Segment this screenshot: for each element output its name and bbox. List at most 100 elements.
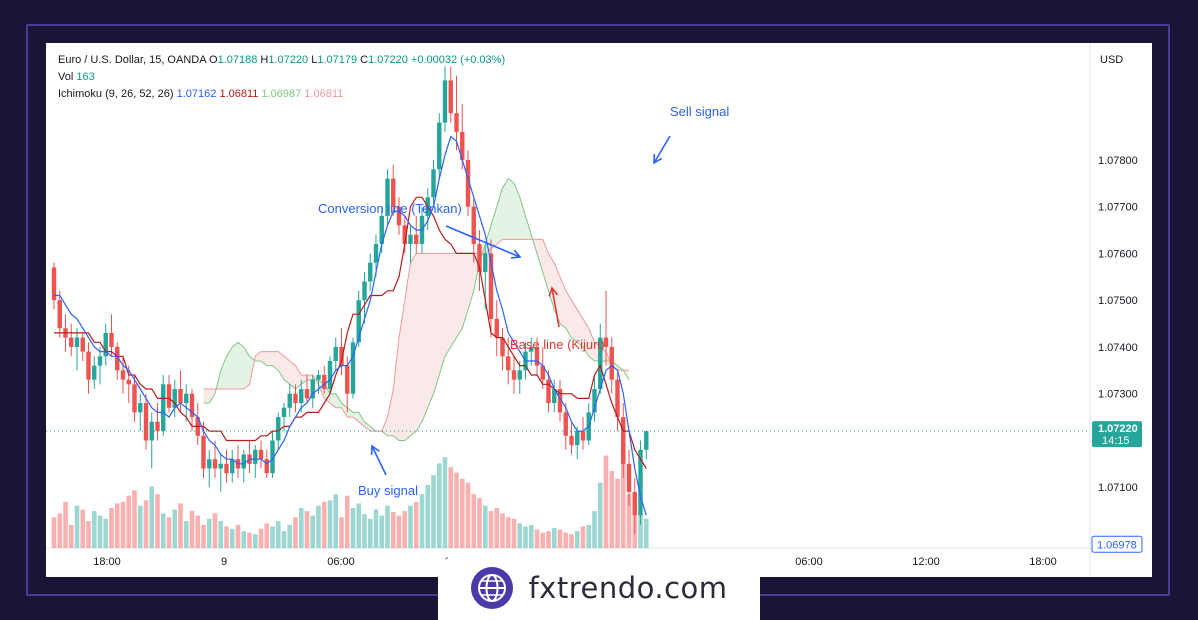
- candle-body: [391, 178, 396, 207]
- annotation-arrow: [653, 135, 671, 164]
- annotation-label: Buy signal: [358, 483, 418, 498]
- volume-bar: [321, 501, 327, 548]
- cloud-segment: [226, 346, 233, 390]
- volume-bar: [494, 508, 500, 548]
- volume-bar: [454, 472, 459, 548]
- cloud-segment: [266, 351, 273, 366]
- volume-bar: [344, 495, 350, 548]
- candle-body: [264, 459, 269, 474]
- candle-body: [488, 253, 494, 319]
- volume-bar: [57, 513, 63, 548]
- volume-bar: [143, 500, 149, 548]
- volume-bar: [603, 455, 609, 548]
- candle-body: [431, 169, 436, 198]
- cloud-segment: [399, 300, 405, 441]
- volume-bar: [51, 517, 57, 548]
- cloud-segment: [588, 328, 595, 361]
- cloud-segment: [571, 300, 578, 343]
- candle-body: [51, 267, 57, 301]
- cloud-segment: [220, 356, 227, 390]
- close-label: C: [360, 54, 369, 66]
- candle-body: [166, 384, 172, 408]
- volume-bar: [442, 457, 448, 548]
- tenkan-line: [54, 135, 647, 516]
- globe-icon: [471, 567, 514, 609]
- annotation-label: Sell signal: [670, 104, 729, 119]
- cloud-segment: [422, 253, 428, 422]
- candle-body: [385, 178, 390, 217]
- volume-bar: [97, 515, 103, 548]
- y-tick-label: 1.07800: [1098, 155, 1138, 167]
- volume-bar: [149, 486, 155, 548]
- volume-bar: [465, 482, 471, 548]
- volume-bar: [229, 528, 235, 548]
- candle-body: [230, 459, 235, 474]
- candle-body: [569, 435, 574, 446]
- volume-bar: [390, 511, 396, 548]
- cloud-segment: [537, 239, 543, 273]
- cloud-segment: [583, 318, 589, 357]
- candle-body: [575, 431, 580, 446]
- volume-bar: [425, 484, 431, 548]
- cloud-segment: [238, 342, 244, 390]
- volume-bar: [523, 526, 528, 548]
- brand-badge: fxtrendo.com: [438, 556, 760, 620]
- annotation-arrowhead: [653, 153, 663, 165]
- brand-name: fxtrendo.com: [528, 571, 728, 605]
- y-tick-label: 1.07600: [1098, 248, 1138, 260]
- kijun-line: [54, 196, 647, 469]
- candle-body: [362, 281, 367, 301]
- cloud-segment: [439, 253, 445, 375]
- cloud-segment: [577, 309, 583, 347]
- volume-bar: [126, 495, 132, 548]
- candle-body: [132, 384, 137, 413]
- volume-bar: [166, 517, 172, 548]
- cloud-segment: [462, 253, 468, 329]
- cloud-segment: [496, 187, 503, 245]
- volume-bar: [511, 518, 517, 548]
- candle-body: [178, 389, 183, 404]
- candle-body: [281, 407, 287, 418]
- volume-bar: [293, 517, 298, 548]
- lower-price-badge: [1091, 535, 1143, 553]
- x-tick-label: 18:00: [93, 556, 121, 568]
- candle-body: [115, 346, 120, 371]
- candle-body: [350, 342, 356, 394]
- cloud-segment: [450, 253, 457, 347]
- volume-bar: [551, 528, 557, 548]
- volume-bar: [362, 514, 367, 548]
- last-price-value: 1.07220: [1098, 423, 1138, 435]
- candle-body: [201, 435, 206, 469]
- y-tick-label: 1.07700: [1098, 202, 1138, 214]
- volume-bar: [264, 523, 270, 548]
- volume-bar: [120, 501, 126, 548]
- cloud-segment: [560, 276, 566, 329]
- y-tick-label: 1.07300: [1098, 389, 1138, 401]
- volume-bar: [385, 505, 390, 548]
- price-chart[interactable]: USD 1.07800 1.07700 1.07600 1.07500 1.07400 1.…: [46, 43, 1152, 577]
- volume-bar: [281, 531, 287, 548]
- candle-body: [184, 393, 189, 404]
- candle-body: [460, 131, 465, 160]
- candle-body: [276, 417, 281, 441]
- candle-body: [218, 463, 223, 469]
- volume-bar: [333, 494, 339, 548]
- cloud-segment: [519, 197, 526, 240]
- last-price-countdown: 14:15: [1102, 435, 1130, 447]
- y-tick-label: 1.07500: [1098, 295, 1138, 307]
- candle-body: [224, 463, 229, 474]
- cloud-segment: [508, 178, 514, 240]
- volume-bar: [218, 521, 224, 548]
- candle-body: [92, 365, 97, 380]
- candle-body: [598, 337, 603, 390]
- candle-body: [304, 389, 310, 399]
- chart-legend: Euro / U.S. Dollar, 15, OANDA O1.07188 H…: [58, 52, 505, 103]
- lower-price-value: 1.06978: [1097, 539, 1137, 551]
- candle-body: [103, 332, 108, 357]
- candle-body: [483, 253, 488, 273]
- candle-body: [396, 206, 402, 226]
- annotation-label: Conversion line (Tenkan): [318, 201, 462, 216]
- volume-bar: [638, 513, 643, 548]
- legend-symbol-row: Euro / U.S. Dollar, 15, OANDA O1.07188 H…: [58, 52, 505, 69]
- candle-body: [333, 346, 338, 361]
